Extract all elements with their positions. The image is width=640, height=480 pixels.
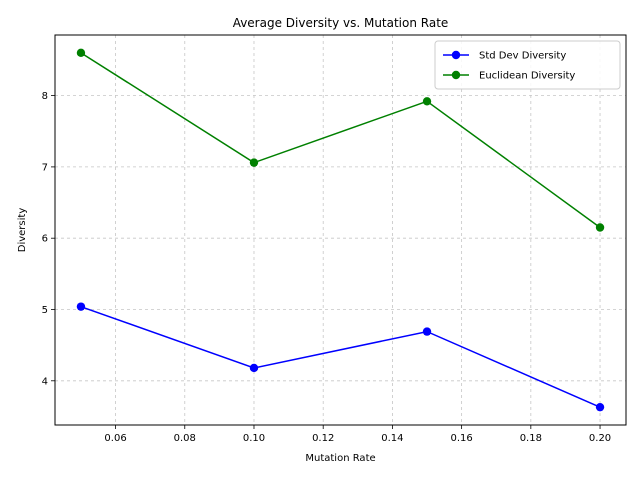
series-group (76, 48, 605, 412)
x-tick-label: 0.06 (104, 433, 126, 444)
grid (55, 35, 626, 425)
x-axis-ticks: 0.06 0.08 0.10 0.12 0.14 0.16 0.18 0.20 (104, 425, 611, 444)
x-tick-label: 0.14 (381, 433, 403, 444)
data-point (249, 158, 259, 167)
y-tick-label: 7 (42, 162, 48, 173)
x-tick-label: 0.12 (312, 433, 334, 444)
y-tick-label: 8 (42, 91, 48, 102)
y-tick-label: 5 (42, 305, 48, 316)
series-line (80, 305, 601, 408)
data-point (422, 97, 432, 106)
x-tick-label: 0.08 (174, 433, 196, 444)
y-tick-label: 6 (42, 234, 48, 245)
y-tick-label: 4 (42, 376, 48, 387)
data-point (76, 302, 86, 311)
data-point (249, 363, 259, 373)
x-tick-label: 0.10 (243, 433, 265, 444)
x-tick-label: 0.18 (520, 433, 542, 444)
legend-marker (451, 70, 461, 80)
data-point (595, 223, 605, 232)
data-point (595, 402, 605, 412)
chart-title: Average Diversity vs. Mutation Rate (233, 16, 449, 30)
legend-box (434, 40, 621, 90)
legend-label: Euclidean Diversity (479, 71, 575, 82)
legend-label: Std Dev Diversity (479, 51, 566, 62)
y-axis-label: Diversity (17, 208, 28, 253)
series-line (80, 52, 601, 229)
legend: Std Dev Diversity Euclidean Diversity (434, 40, 621, 90)
legend-marker (451, 50, 461, 60)
data-point (76, 48, 86, 58)
x-tick-label: 0.20 (589, 433, 611, 444)
plot-frame (54, 34, 627, 426)
y-axis-ticks: 4 5 6 7 8 (42, 91, 55, 387)
x-tick-label: 0.16 (450, 433, 472, 444)
data-point (422, 327, 432, 336)
x-axis-label: Mutation Rate (305, 453, 375, 464)
